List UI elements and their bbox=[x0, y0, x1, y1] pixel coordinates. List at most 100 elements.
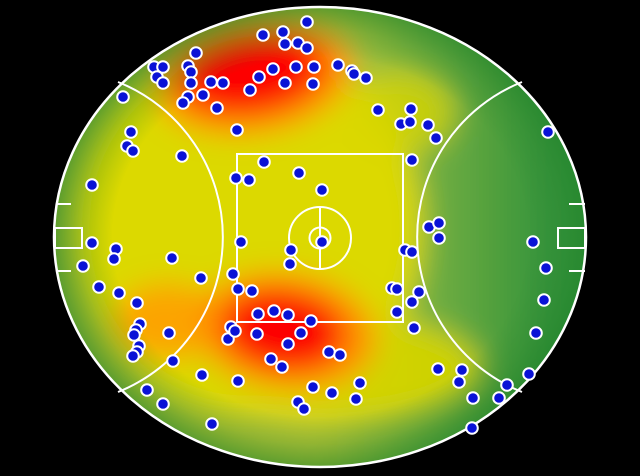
data-point bbox=[196, 88, 210, 102]
data-point bbox=[162, 326, 176, 340]
data-point bbox=[322, 345, 336, 359]
data-point bbox=[429, 131, 443, 145]
data-point bbox=[526, 235, 540, 249]
data-point bbox=[184, 65, 198, 79]
data-point bbox=[124, 125, 138, 139]
data-point bbox=[184, 76, 198, 90]
data-point bbox=[85, 236, 99, 250]
data-point bbox=[116, 90, 130, 104]
data-point bbox=[278, 76, 292, 90]
data-point bbox=[266, 62, 280, 76]
data-point bbox=[92, 280, 106, 294]
data-point bbox=[349, 392, 363, 406]
data-point bbox=[250, 327, 264, 341]
data-point bbox=[333, 348, 347, 362]
data-point bbox=[347, 67, 361, 81]
data-point bbox=[306, 380, 320, 394]
data-point bbox=[466, 391, 480, 405]
data-point bbox=[452, 375, 466, 389]
data-point bbox=[275, 360, 289, 374]
data-point bbox=[210, 101, 224, 115]
data-point bbox=[412, 285, 426, 299]
data-point bbox=[276, 25, 290, 39]
data-point bbox=[300, 41, 314, 55]
data-point bbox=[195, 368, 209, 382]
data-point bbox=[407, 321, 421, 335]
data-point bbox=[315, 183, 329, 197]
data-point bbox=[165, 251, 179, 265]
data-point bbox=[278, 37, 292, 51]
data-point bbox=[465, 421, 479, 435]
data-point bbox=[359, 71, 373, 85]
data-point bbox=[292, 166, 306, 180]
goal-square-left bbox=[54, 227, 83, 249]
data-point bbox=[216, 76, 230, 90]
data-point bbox=[126, 144, 140, 158]
data-point bbox=[226, 267, 240, 281]
data-point bbox=[156, 397, 170, 411]
data-point bbox=[331, 58, 345, 72]
data-point bbox=[455, 363, 469, 377]
data-point bbox=[112, 286, 126, 300]
data-point bbox=[175, 149, 189, 163]
data-point bbox=[230, 123, 244, 137]
data-point bbox=[242, 173, 256, 187]
data-point bbox=[294, 326, 308, 340]
data-point bbox=[390, 282, 404, 296]
data-point bbox=[421, 118, 435, 132]
data-point bbox=[264, 352, 278, 366]
data-point bbox=[431, 362, 445, 376]
data-point bbox=[127, 328, 141, 342]
data-point bbox=[284, 243, 298, 257]
data-point bbox=[194, 271, 208, 285]
data-point bbox=[405, 245, 419, 259]
data-point bbox=[353, 376, 367, 390]
data-point bbox=[306, 77, 320, 91]
data-point bbox=[231, 282, 245, 296]
data-point bbox=[403, 115, 417, 129]
data-point bbox=[297, 402, 311, 416]
data-point bbox=[76, 259, 90, 273]
data-point bbox=[307, 60, 321, 74]
data-point bbox=[522, 367, 536, 381]
data-point bbox=[256, 28, 270, 42]
data-point bbox=[234, 235, 248, 249]
data-point bbox=[541, 125, 555, 139]
data-point bbox=[130, 296, 144, 310]
data-point bbox=[304, 314, 318, 328]
data-point bbox=[432, 231, 446, 245]
data-point bbox=[205, 417, 219, 431]
data-point bbox=[166, 354, 180, 368]
data-point bbox=[85, 178, 99, 192]
data-point bbox=[432, 216, 446, 230]
scatter-points bbox=[76, 15, 555, 435]
data-point bbox=[404, 102, 418, 116]
data-point bbox=[156, 76, 170, 90]
data-point bbox=[267, 304, 281, 318]
data-point bbox=[529, 326, 543, 340]
data-point bbox=[492, 391, 506, 405]
data-point bbox=[325, 386, 339, 400]
data-point bbox=[500, 378, 514, 392]
data-point bbox=[257, 155, 271, 169]
data-point bbox=[315, 235, 329, 249]
data-point bbox=[189, 46, 203, 60]
field-markings bbox=[52, 5, 588, 469]
data-point bbox=[228, 324, 242, 338]
data-point bbox=[539, 261, 553, 275]
data-point bbox=[156, 60, 170, 74]
data-point bbox=[176, 96, 190, 110]
data-point bbox=[281, 308, 295, 322]
data-point bbox=[300, 15, 314, 29]
data-point bbox=[405, 153, 419, 167]
data-point bbox=[126, 349, 140, 363]
data-point bbox=[283, 257, 297, 271]
fifty-metre-arc-right bbox=[416, 81, 523, 393]
data-point bbox=[537, 293, 551, 307]
data-point bbox=[140, 383, 154, 397]
data-point bbox=[390, 305, 404, 319]
data-point bbox=[252, 70, 266, 84]
data-point bbox=[289, 60, 303, 74]
